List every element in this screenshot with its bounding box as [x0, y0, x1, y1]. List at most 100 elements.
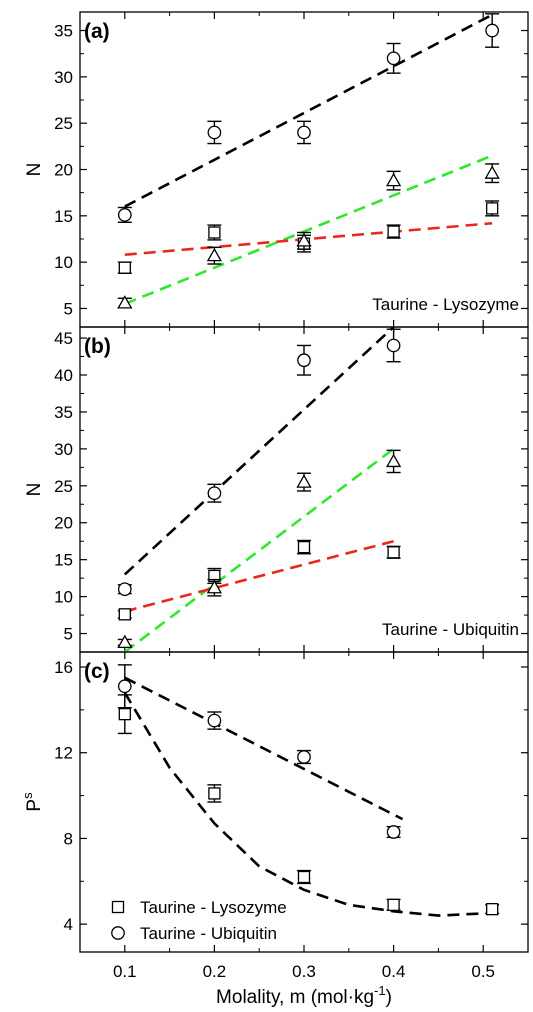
data-point-circle: [117, 582, 132, 597]
y-tick-label: 30: [54, 68, 73, 87]
y-axis-label: Ps: [20, 792, 45, 812]
panel-b: 5 10 15 20 25 30 35 40 45 N (b) Taurine - Ubiquitin: [24, 326, 529, 653]
data-point-circle: [386, 51, 401, 66]
panel-label: (b): [84, 335, 111, 358]
x-axis-label-text: Molality, m (mol·kg: [216, 987, 374, 1008]
data-point-triangle: [484, 165, 500, 179]
fit-line-black: [123, 692, 484, 917]
y-tick-label: 45: [54, 329, 73, 348]
legend-entry: Taurine - Lysozyme: [140, 898, 287, 917]
panel-annotation: Taurine - Ubiquitin: [382, 620, 519, 639]
data-point-triangle: [296, 233, 312, 247]
data-point-triangle: [385, 453, 402, 468]
series-circle: [117, 328, 401, 597]
y-axis-label-text: N: [24, 163, 45, 177]
data-point-triangle: [206, 579, 223, 594]
x-axis: 0.1 0.2 0.3 0.4 0.5 Molality, m (mol·kg-1): [113, 962, 495, 1008]
data-point-triangle: [117, 295, 133, 309]
data-point-circle: [207, 125, 222, 140]
fit-line-black: [123, 327, 395, 576]
x-tick-label: 0.1: [113, 962, 137, 981]
panel-c: 4 8 12 16 Ps (c) Taurine - Lysozyme Taurine - U…: [20, 651, 529, 953]
x-axis-label: Molality, m (mol·kg-1): [216, 983, 392, 1008]
data-point-circle: [117, 208, 132, 222]
data-point-triangle: [385, 172, 402, 187]
panel-label: (c): [84, 660, 110, 683]
data-point-triangle: [117, 634, 133, 649]
data-point-square: [486, 202, 499, 215]
data-point-square: [387, 898, 400, 912]
x-tick-label: 0.4: [382, 962, 406, 981]
legend-entry: Taurine - Ubiquitin: [140, 924, 277, 943]
data-point-square: [387, 546, 400, 559]
series-square: [117, 200, 500, 274]
y-tick-label: 16: [54, 658, 73, 677]
data-point-circle: [297, 353, 311, 368]
fit-line-black: [124, 13, 493, 208]
data-point-square: [297, 870, 311, 884]
data-point-circle: [386, 338, 401, 353]
panel-label: (a): [84, 20, 110, 43]
data-point-circle: [485, 23, 500, 38]
data-point-circle: [207, 713, 222, 728]
y-tick-label: 25: [54, 477, 73, 496]
fit-lines: [124, 13, 493, 306]
y-axis-label: N: [24, 163, 45, 177]
data-point-square: [118, 608, 131, 621]
fit-line-red: [124, 539, 394, 613]
x-axis-label-close: ): [386, 987, 392, 1008]
data-point-square: [297, 540, 311, 554]
series-square: [117, 694, 500, 916]
x-axis-label-sup: -1: [374, 983, 386, 998]
y-axis-label-sup: s: [20, 792, 35, 799]
data-point-circle: [207, 486, 222, 501]
data-point-triangle: [296, 474, 312, 488]
panel-a: 5 10 15 20 25 30 35 N (a) Taurine - Lysozyme: [24, 11, 529, 328]
y-tick-label: 15: [54, 551, 73, 570]
data-point-triangle: [206, 247, 223, 262]
series-triangle: [117, 163, 500, 309]
data-point-circle: [297, 125, 311, 140]
data-point-square: [118, 261, 131, 274]
series-circle: [117, 664, 401, 839]
y-tick-label: 20: [54, 514, 73, 533]
data-point-square: [387, 225, 400, 238]
series-square: [117, 539, 401, 621]
data-point-circle: [386, 825, 401, 839]
y-tick-label: 20: [54, 161, 73, 180]
y-axis-label-text: P: [24, 799, 45, 812]
y-axis-label-text: N: [24, 483, 45, 497]
y-tick-label: 4: [64, 915, 73, 934]
data-point-circle: [297, 750, 311, 764]
panels: 5 10 15 20 25 30 35 N (a) Taurine - Lysozyme 5 10 15…: [20, 11, 529, 953]
legend-marker-square: [111, 900, 125, 914]
y-tick-label: 15: [54, 207, 73, 226]
y-tick-label: 10: [54, 588, 73, 607]
x-tick-label: 0.5: [471, 962, 495, 981]
legend: Taurine - Lysozyme Taurine - Ubiquitin: [111, 898, 287, 943]
fit-lines: [123, 676, 484, 917]
data-point-square: [208, 226, 221, 239]
y-tick-label: 30: [54, 440, 73, 459]
data-point-square: [486, 902, 499, 916]
data-point-square: [208, 787, 221, 800]
fit-line-red: [124, 221, 493, 257]
y-tick-label: 40: [54, 366, 73, 385]
series-circle: [117, 13, 500, 224]
panel-annotation: Taurine - Lysozyme: [372, 295, 519, 314]
series-triangle: [117, 449, 402, 649]
data-point-square: [118, 707, 131, 721]
y-tick-label: 12: [54, 744, 73, 763]
y-tick-label: 10: [54, 253, 73, 272]
fit-line-green: [124, 154, 493, 306]
y-tick-label: 5: [64, 299, 73, 318]
x-tick-label: 0.3: [292, 962, 316, 981]
legend-marker-circle: [111, 926, 125, 940]
y-tick-label: 35: [54, 22, 73, 41]
fit-line-black: [124, 676, 404, 821]
y-tick-label: 35: [54, 403, 73, 422]
data-point-circle: [117, 679, 132, 694]
y-axis-label: N: [24, 483, 45, 497]
y-tick-label: 25: [54, 114, 73, 133]
